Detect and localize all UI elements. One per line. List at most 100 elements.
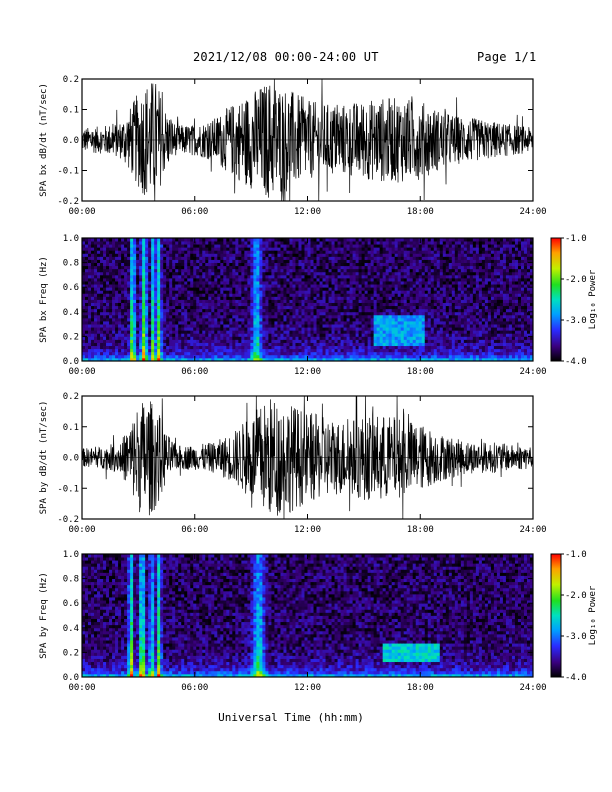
spectrogram-cell bbox=[250, 311, 254, 316]
spectrogram-cell bbox=[187, 244, 191, 248]
spectrogram-cell bbox=[109, 265, 113, 270]
spectrogram-cell bbox=[172, 265, 176, 270]
spectrogram-cell bbox=[88, 271, 92, 276]
spectrogram-cell bbox=[412, 302, 417, 307]
spectrogram-cell bbox=[379, 333, 384, 337]
spectrogram-cell bbox=[400, 354, 405, 359]
spectrogram-cell bbox=[439, 324, 444, 328]
spectrogram-cell bbox=[424, 259, 429, 263]
spectrogram-cell bbox=[178, 321, 182, 325]
spectrogram-cell bbox=[151, 342, 155, 347]
spectrogram-cell bbox=[235, 277, 239, 282]
spectrogram-cell bbox=[130, 250, 134, 254]
spectrogram-cell bbox=[241, 342, 245, 347]
spectrogram-cell bbox=[244, 250, 248, 254]
spectrogram-cell bbox=[85, 321, 89, 325]
spectrogram-cell bbox=[271, 348, 275, 353]
spectrogram-cell bbox=[418, 244, 423, 248]
spectrogram-cell bbox=[280, 287, 284, 291]
spectrogram-cell bbox=[160, 277, 164, 282]
spectrogram-cell bbox=[118, 265, 122, 270]
spectrogram-cell bbox=[190, 247, 194, 251]
spectrogram-cell bbox=[445, 357, 450, 362]
spectrogram-cell bbox=[424, 296, 429, 300]
spectrogram-cell bbox=[253, 256, 257, 260]
spectrogram-cell bbox=[415, 271, 420, 276]
spectrogram-cell bbox=[346, 247, 350, 251]
spectrogram-cell bbox=[193, 342, 197, 347]
spectrogram-cell bbox=[352, 262, 357, 267]
spectrogram-cell bbox=[178, 299, 182, 303]
spectrogram-cell bbox=[217, 265, 221, 270]
spectrogram-cell bbox=[445, 308, 450, 313]
spectrogram-cell bbox=[403, 259, 408, 263]
spectrogram-cell bbox=[394, 314, 399, 319]
spectrogram-cell bbox=[229, 330, 233, 334]
spectrogram-cell bbox=[397, 299, 402, 303]
spectrogram-cell bbox=[163, 324, 167, 328]
spectrogram-cell bbox=[292, 339, 296, 343]
spectrogram-cell bbox=[322, 287, 326, 291]
spectrogram-cell bbox=[247, 244, 251, 248]
spectrogram-cell bbox=[298, 299, 302, 303]
spectrogram-cell bbox=[187, 314, 191, 319]
spectrogram-cell bbox=[379, 262, 384, 267]
spectrogram-cell bbox=[187, 339, 191, 343]
spectrogram-cell bbox=[418, 321, 423, 325]
spectrogram-cell bbox=[331, 351, 335, 356]
spectrogram-cell bbox=[286, 268, 290, 273]
spectrogram-cell bbox=[205, 259, 209, 263]
spectrogram-cell bbox=[397, 342, 402, 347]
spectrogram-cell bbox=[109, 241, 113, 245]
spectrogram-cell bbox=[283, 311, 287, 316]
spectrogram-cell bbox=[199, 256, 203, 260]
spectrogram-cell bbox=[88, 330, 92, 334]
spectrogram-cell bbox=[442, 339, 447, 343]
spectrogram-cell bbox=[295, 250, 299, 254]
spectrogram-cell bbox=[310, 345, 314, 350]
spectrogram-cell bbox=[178, 357, 182, 362]
spectrogram-cell bbox=[310, 339, 314, 343]
spectrogram-cell bbox=[160, 299, 164, 303]
spectrogram-cell bbox=[331, 314, 335, 319]
spectrogram-cell bbox=[307, 351, 311, 356]
spectrogram-cell bbox=[217, 250, 221, 254]
spectrogram-cell bbox=[286, 281, 290, 285]
spectrogram-cell bbox=[274, 250, 278, 254]
spectrogram-cell bbox=[121, 354, 125, 359]
spectrogram-cell bbox=[397, 314, 402, 319]
spectrogram-cell bbox=[424, 253, 429, 257]
spectrogram-cell bbox=[241, 357, 245, 362]
spectrogram-cell bbox=[379, 284, 384, 288]
spectrogram-cell bbox=[322, 271, 326, 276]
spectrogram-cell bbox=[448, 284, 453, 288]
spectrogram-cell bbox=[430, 287, 435, 291]
spectrogram-cell bbox=[241, 287, 245, 291]
spectrogram-cell bbox=[217, 244, 221, 248]
spectrogram-cell bbox=[298, 305, 302, 310]
spectrogram-cell bbox=[253, 348, 257, 353]
spectrogram-cell bbox=[169, 348, 173, 353]
spectrogram-cell bbox=[259, 281, 263, 285]
spectrogram-cell bbox=[394, 357, 399, 362]
spectrogram-cell bbox=[424, 284, 429, 288]
spectrogram-cell bbox=[220, 284, 224, 288]
spectrogram-cell bbox=[148, 244, 152, 248]
spectrogram-cell bbox=[226, 287, 230, 291]
spectrogram-cell bbox=[127, 284, 131, 288]
spectrogram-cell bbox=[370, 336, 375, 340]
spectrogram-cell bbox=[427, 354, 432, 359]
spectrogram-cell bbox=[358, 345, 363, 350]
spectrogram-cell bbox=[169, 327, 173, 331]
spectrogram-cell bbox=[403, 256, 408, 260]
spectrogram-cell bbox=[277, 305, 281, 310]
spectrogram-cell bbox=[223, 333, 227, 337]
spectrogram-cell bbox=[136, 296, 140, 300]
spectrogram-cell bbox=[250, 287, 254, 291]
spectrogram-cell bbox=[196, 262, 200, 267]
spectrogram-cell bbox=[373, 333, 378, 337]
spectrogram-cell bbox=[319, 354, 323, 359]
spectrogram-cell bbox=[397, 354, 402, 359]
spectrogram-cell bbox=[334, 293, 338, 297]
spectrogram-cell bbox=[199, 321, 203, 325]
